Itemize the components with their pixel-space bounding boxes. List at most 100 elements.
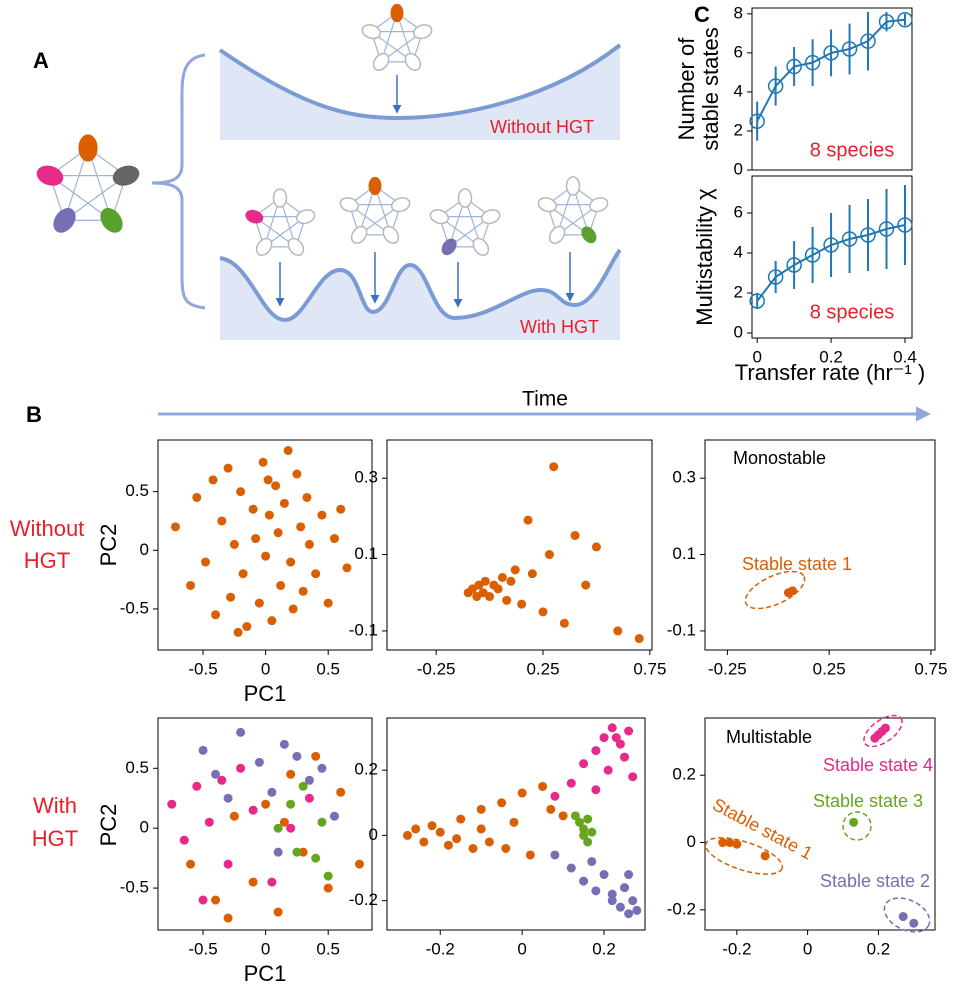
y-tick-label: 2: [734, 120, 743, 139]
point: [591, 785, 601, 795]
point: [878, 13, 895, 30]
y-axis-label: Multistability χ: [692, 188, 717, 326]
point: [497, 798, 507, 808]
point: [570, 530, 580, 540]
landscape-curve: [219, 248, 622, 323]
point: [538, 607, 548, 617]
point: [427, 821, 437, 831]
x-axis-label: PC1: [244, 681, 287, 706]
point: [233, 627, 243, 637]
point: [525, 850, 535, 860]
point: [238, 569, 248, 579]
y-axis-label: PC2: [96, 804, 121, 847]
motif-node: [361, 24, 382, 40]
point: [302, 492, 312, 502]
point: [279, 817, 289, 827]
landscape-fill: [220, 250, 620, 340]
motif-node: [548, 225, 566, 244]
point: [878, 221, 895, 237]
motif-node: [581, 226, 597, 244]
state-ellipse: [883, 897, 931, 933]
x-tick-label: 0: [517, 939, 526, 958]
motif-node: [441, 238, 457, 256]
y-axis-label: Number of: [674, 37, 699, 141]
motif-node: [36, 165, 64, 186]
point: [841, 231, 858, 247]
row-label: Without: [10, 516, 85, 541]
point: [523, 515, 533, 525]
point: [624, 870, 634, 880]
point: [167, 799, 177, 809]
x-tick-label: -0.2: [426, 939, 455, 958]
point: [506, 576, 516, 586]
landscape-label: With HGT: [520, 317, 599, 337]
point: [204, 817, 214, 827]
point: [248, 805, 258, 815]
point: [502, 595, 512, 605]
point: [279, 739, 289, 749]
point: [336, 787, 346, 797]
point: [298, 847, 308, 857]
point: [223, 463, 233, 473]
y-tick-label: 0.2: [672, 765, 696, 784]
y-tick-label: -0.5: [120, 598, 149, 617]
point: [632, 905, 642, 915]
point: [607, 896, 617, 906]
y-tick-label: 2: [734, 282, 743, 301]
point: [226, 592, 236, 602]
point: [579, 876, 589, 886]
point: [544, 550, 554, 560]
motif-node: [350, 225, 368, 244]
motif-node: [390, 3, 404, 23]
x-tick-label: 0.75: [633, 659, 666, 678]
point: [615, 739, 625, 749]
point: [579, 830, 589, 840]
y-tick-label: 4: [734, 242, 743, 261]
point: [749, 113, 765, 129]
point: [411, 824, 421, 834]
y-tick-label: 0.2: [354, 760, 378, 779]
annotation: Stable state 2: [820, 871, 930, 891]
motif-node: [429, 209, 450, 225]
annotation: 8 species: [810, 301, 895, 323]
point: [304, 793, 314, 803]
point: [323, 883, 333, 893]
motif-node: [368, 176, 382, 196]
point: [283, 446, 293, 456]
motif-node: [112, 165, 140, 186]
point: [292, 469, 302, 479]
x-tick-label: -0.25: [708, 659, 747, 678]
point: [767, 269, 784, 285]
point: [620, 752, 630, 762]
point: [804, 54, 821, 71]
x-tick-label: -0.5: [188, 939, 217, 958]
point: [286, 769, 296, 779]
x-tick-label: 0.5: [316, 659, 340, 678]
point: [342, 563, 352, 573]
point: [329, 811, 339, 821]
y-tick-label: -0.1: [667, 620, 696, 639]
landscape-label: Without HGT: [490, 117, 594, 137]
point: [611, 733, 621, 743]
point: [591, 746, 601, 756]
point: [909, 918, 919, 928]
point: [286, 557, 296, 567]
network-motifs: [36, 3, 609, 256]
point: [634, 634, 644, 644]
motif-node: [255, 237, 273, 256]
annotation: 8 species: [810, 139, 895, 161]
point: [749, 293, 765, 309]
point: [574, 817, 584, 827]
point: [509, 817, 519, 827]
point: [476, 824, 486, 834]
y-axis-label: PC2: [96, 524, 121, 567]
point: [501, 843, 511, 853]
x-tick-label: 0.2: [819, 347, 843, 366]
x-tick-label: -0.25: [417, 659, 456, 678]
y-tick-label: 0: [140, 818, 149, 837]
row-label: With: [33, 793, 77, 818]
row-label: HGT: [32, 826, 78, 851]
x-tick-label: 0: [803, 939, 812, 958]
point: [198, 895, 208, 905]
